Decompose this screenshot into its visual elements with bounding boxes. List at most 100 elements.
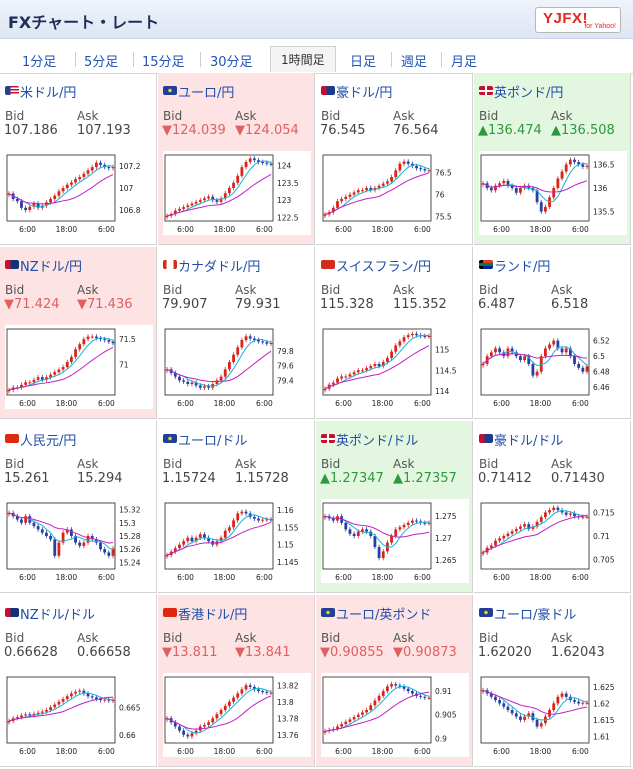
tab-1hour[interactable]: 1時間足 <box>270 46 336 72</box>
price-chart[interactable]: 0.665 0.66 6:00 18:00 6:00 <box>5 673 153 757</box>
ask-number: 76.564 <box>393 123 439 138</box>
pair-name[interactable]: ユーロ/円 <box>178 86 235 101</box>
rate-card[interactable]: ユーロ/円 Bid Ask ▼124.039 ▼124.054 124 123.5 123 12… <box>158 73 315 245</box>
price-chart[interactable]: 115 114.5 114 6:00 18:00 6:00 <box>321 325 469 409</box>
au-flag-icon <box>321 86 335 95</box>
tab-30min[interactable]: 30分足 <box>210 55 253 70</box>
pair-name[interactable]: 人民元/円 <box>20 434 77 449</box>
ask-label: Ask <box>551 109 573 123</box>
bid-value: 0.66628 <box>4 645 58 660</box>
rate-card[interactable]: スイスフラン/円 Bid Ask 115.328 115.352 115 114.5 114 6… <box>316 247 473 419</box>
gb-flag-icon <box>479 86 493 95</box>
candle-body <box>190 203 194 206</box>
pair-name[interactable]: スイスフラン/円 <box>336 260 431 275</box>
candle-body <box>32 713 36 716</box>
rate-card[interactable]: ユーロ/豪ドル Bid Ask 1.62020 1.62043 1.625 1.62 1.61… <box>474 595 631 767</box>
rate-card[interactable]: 英ポンド/ドル Bid Ask ▲1.27347 ▲1.27357 1.275 1.27 1.… <box>316 421 473 593</box>
candle-body <box>331 728 335 730</box>
price-chart[interactable]: 0.91 0.905 0.9 6:00 18:00 6:00 <box>321 673 469 757</box>
pair-name[interactable]: 英ポンド/ドル <box>336 434 419 449</box>
rate-card[interactable]: カナダドル/円 Bid Ask 79.907 79.931 79.8 79.6 79.4 6:0… <box>158 247 315 419</box>
candle-body <box>514 713 518 717</box>
candle-body <box>506 348 510 357</box>
pair-name[interactable]: 米ドル/円 <box>20 86 77 101</box>
ma-long-line <box>482 514 588 553</box>
price-chart[interactable]: 136.5 136 135.5 6:00 18:00 6:00 <box>479 151 627 235</box>
bid-number: 71.424 <box>14 297 60 312</box>
pair-name[interactable]: 英ポンド/円 <box>494 86 564 101</box>
rate-card[interactable]: 人民元/円 Bid Ask 15.261 15.294 15.32 15.3 15.28 15.… <box>0 421 157 593</box>
yjfx-logo[interactable]: YJFX! for Yahoo! <box>535 7 621 33</box>
x-tick-label: 6:00 <box>256 225 273 234</box>
price-chart[interactable]: 79.8 79.6 79.4 6:00 18:00 6:00 <box>163 325 311 409</box>
candle-body <box>577 363 581 368</box>
rate-card[interactable]: 豪ドル/円 Bid Ask 76.545 76.564 76.5 76 75.5 6:00 18:… <box>316 73 473 245</box>
y-tick-label: 0.9 <box>435 734 447 743</box>
candle-body <box>244 336 248 340</box>
tab-15min[interactable]: 15分足 <box>142 55 185 70</box>
pair-name[interactable]: カナダドル/円 <box>178 260 261 275</box>
pair-name[interactable]: 豪ドル/ドル <box>494 434 564 449</box>
candle-body <box>15 516 19 520</box>
candle-body <box>573 513 576 517</box>
rate-card[interactable]: NZドル/円 Bid Ask ▼71.424 ▼71.436 71.5 71 6:00 18:0… <box>0 247 157 419</box>
rate-card[interactable]: ランド/円 Bid Ask 6.487 6.518 6.52 6.5 6.48 6.46 6:00… <box>474 247 631 419</box>
rate-card[interactable]: 豪ドル/ドル Bid Ask 0.71412 0.71430 0.715 0.71 0.705… <box>474 421 631 593</box>
candle-body <box>502 352 506 357</box>
plot-frame <box>6 328 116 396</box>
candle-body <box>577 701 581 704</box>
candle-body <box>65 696 69 699</box>
candle-body <box>564 512 568 515</box>
rate-card[interactable]: NZドル/ドル Bid Ask 0.66628 0.66658 0.665 0.66 6:00… <box>0 595 157 767</box>
pair-name[interactable]: NZドル/円 <box>20 260 83 275</box>
candle-body <box>323 731 327 733</box>
tab-monthly[interactable]: 月足 <box>451 55 478 70</box>
candle-body <box>510 185 514 188</box>
rate-card[interactable]: ユーロ/ドル Bid Ask 1.15724 1.15728 1.16 1.155 1.15 1… <box>158 421 315 593</box>
y-tick-label: 1.62 <box>593 699 610 708</box>
candle-body <box>99 542 102 550</box>
price-chart[interactable]: 0.715 0.71 0.705 6:00 18:00 6:00 <box>479 499 627 583</box>
price-chart[interactable]: 1.16 1.155 1.15 1.145 6:00 18:00 6:00 <box>163 499 311 583</box>
pair-name[interactable]: ユーロ/英ポンド <box>336 608 432 623</box>
y-tick-label: 123 <box>277 196 292 205</box>
tab-weekly[interactable]: 週足 <box>401 55 428 70</box>
rate-card[interactable]: 米ドル/円 Bid Ask 107.186 107.193 107.2 107 106.8 6:… <box>0 73 157 245</box>
price-chart[interactable]: 1.275 1.27 1.265 6:00 18:00 6:00 <box>321 499 469 583</box>
price-chart[interactable]: 6.52 6.5 6.48 6.46 6:00 18:00 6:00 <box>479 325 627 409</box>
candle-body <box>352 533 356 536</box>
tab-daily[interactable]: 日足 <box>350 55 377 70</box>
candle-body <box>194 382 198 386</box>
candle-body <box>361 529 364 532</box>
price-chart[interactable]: 124 123.5 123 122.5 6:00 18:00 6:00 <box>163 151 311 235</box>
rate-card[interactable]: 香港ドル/円 Bid Ask ▼13.811 ▼13.841 13.82 13.8 13.78… <box>158 595 315 767</box>
x-tick-label: 6:00 <box>256 747 273 756</box>
candle-body <box>498 538 502 541</box>
pair-name[interactable]: ユーロ/ドル <box>178 434 248 449</box>
pair-name[interactable]: ユーロ/豪ドル <box>494 608 577 623</box>
tab-5min[interactable]: 5分足 <box>84 55 119 70</box>
price-chart[interactable]: 13.82 13.8 13.78 13.76 6:00 18:00 6:00 <box>163 673 311 757</box>
plot-frame <box>322 154 432 222</box>
price-chart[interactable]: 1.625 1.62 1.615 1.61 6:00 18:00 6:00 <box>479 673 627 757</box>
ma-long-line <box>324 172 430 215</box>
price-chart[interactable]: 15.32 15.3 15.28 15.26 15.24 6:00 18:00 6:00 <box>5 499 153 583</box>
candle-body <box>544 512 547 518</box>
x-tick-label: 6:00 <box>335 225 352 234</box>
candle-body <box>381 183 385 186</box>
x-tick-label: 18:00 <box>214 747 236 756</box>
candle-body <box>190 537 194 542</box>
price-chart[interactable]: 76.5 76 75.5 6:00 18:00 6:00 <box>321 151 469 235</box>
pair-name[interactable]: 香港ドル/円 <box>178 608 248 623</box>
ask-number: 1.27357 <box>403 471 457 486</box>
pair-name[interactable]: 豪ドル/円 <box>336 86 393 101</box>
rate-card[interactable]: ユーロ/英ポンド Bid Ask ▼0.90855 ▼0.90873 0.91 0.905 0… <box>316 595 473 767</box>
price-chart[interactable]: 71.5 71 6:00 18:00 6:00 <box>5 325 153 409</box>
candle-body <box>514 528 518 532</box>
tab-1min[interactable]: 1分足 <box>22 55 57 70</box>
pair-name[interactable]: NZドル/ドル <box>20 608 96 623</box>
candle-body <box>194 201 198 204</box>
rate-card[interactable]: 英ポンド/円 Bid Ask ▲136.474 ▲136.508 136.5 136 135.… <box>474 73 631 245</box>
pair-name[interactable]: ランド/円 <box>494 260 551 275</box>
price-chart[interactable]: 107.2 107 106.8 6:00 18:00 6:00 <box>5 151 153 235</box>
